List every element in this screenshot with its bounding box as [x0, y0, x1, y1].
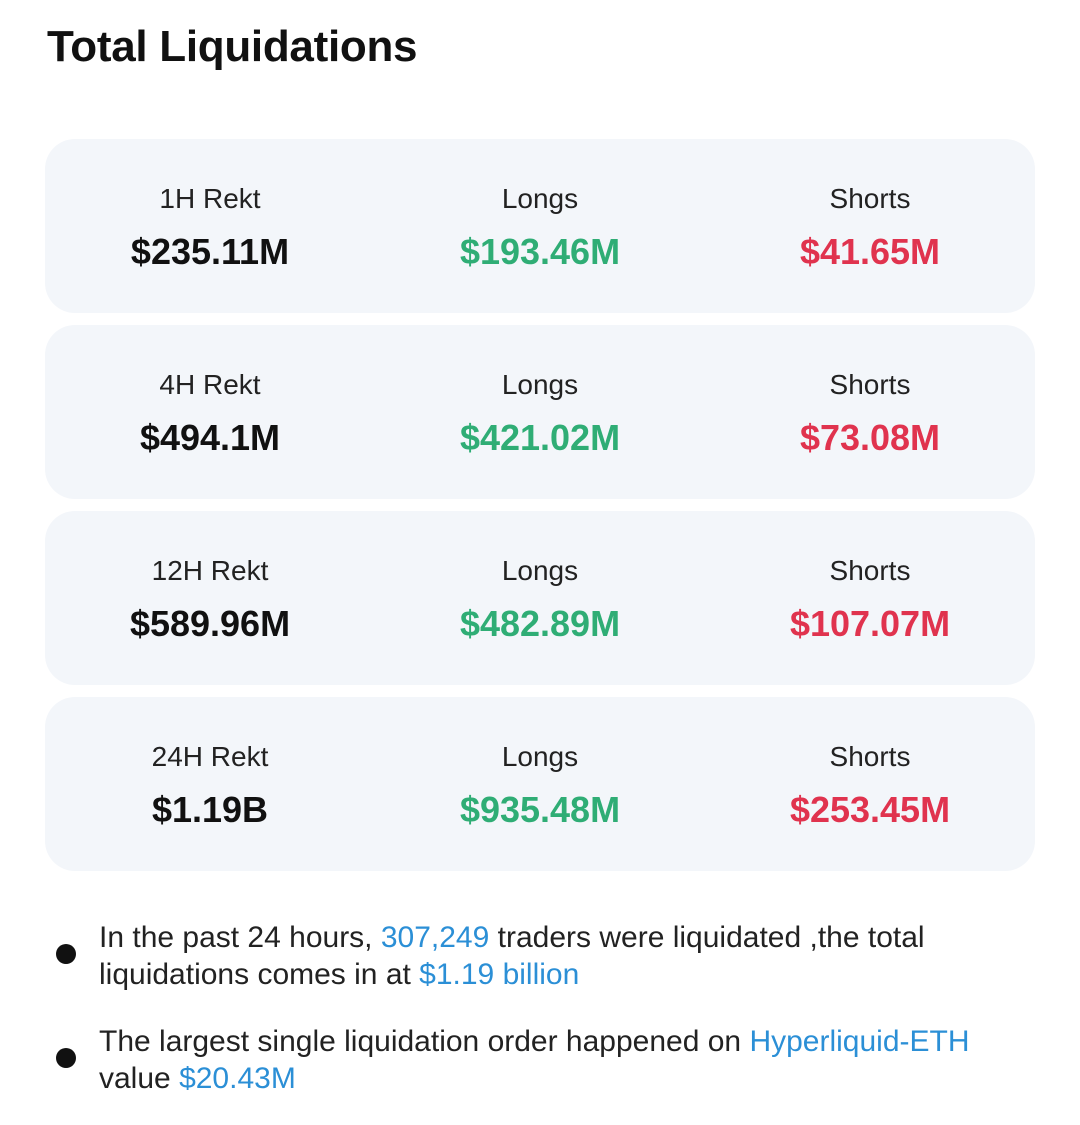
traders-count-link[interactable]: 307,249	[380, 921, 490, 954]
rekt-total-value: $1.19B	[151, 789, 269, 830]
shorts-label: Shorts	[829, 741, 911, 772]
longs-value: $193.46M	[459, 231, 621, 272]
bullet-dot-icon	[56, 944, 76, 964]
longs-label: Longs	[501, 183, 579, 214]
shorts-label: Shorts	[829, 183, 911, 214]
summary-text: The largest single liquidation order hap…	[99, 1025, 750, 1058]
shorts-label: Shorts	[829, 555, 911, 586]
page-title: Total Liquidations	[47, 22, 418, 71]
liquidation-card-4h: 4H Rekt $494.1M Longs $421.02M Shorts $7…	[45, 325, 1035, 499]
market-link[interactable]: Hyperliquid-ETH	[749, 1025, 970, 1058]
liquidation-card-24h: 24H Rekt $1.19B Longs $935.48M Shorts $2…	[45, 697, 1035, 871]
summary-largest-order: The largest single liquidation order hap…	[99, 1023, 1039, 1097]
total-amount-link[interactable]: $1.19 billion	[419, 958, 580, 991]
rekt-label: 24H Rekt	[151, 741, 269, 772]
bullet-dot-icon	[56, 1048, 76, 1068]
summary-text: traders were liquidated ,the total liqui…	[99, 921, 925, 991]
summary-traders-liquidated: In the past 24 hours, 307,249 traders we…	[99, 919, 1039, 993]
shorts-label: Shorts	[829, 369, 911, 400]
longs-label: Longs	[501, 741, 579, 772]
longs-value: $482.89M	[459, 603, 621, 644]
longs-label: Longs	[501, 369, 579, 400]
rekt-total-value: $235.11M	[130, 231, 290, 272]
rekt-label: 4H Rekt	[159, 369, 261, 400]
liquidation-card-12h: 12H Rekt $589.96M Longs $482.89M Shorts …	[45, 511, 1035, 685]
shorts-value: $253.45M	[789, 789, 951, 830]
largest-order-amount-link[interactable]: $20.43M	[179, 1062, 296, 1095]
liquidation-card-1h: 1H Rekt $235.11M Longs $193.46M Shorts $…	[45, 139, 1035, 313]
summary-text: In the past 24 hours,	[99, 921, 381, 954]
longs-value: $935.48M	[459, 789, 621, 830]
rekt-total-value: $494.1M	[139, 417, 281, 458]
shorts-value: $41.65M	[799, 231, 941, 272]
shorts-value: $73.08M	[799, 417, 941, 458]
summary-text: value	[99, 1062, 180, 1095]
shorts-value: $107.07M	[789, 603, 951, 644]
rekt-label: 12H Rekt	[151, 555, 269, 586]
longs-label: Longs	[501, 555, 579, 586]
longs-value: $421.02M	[459, 417, 621, 458]
rekt-label: 1H Rekt	[159, 183, 261, 214]
rekt-total-value: $589.96M	[129, 603, 291, 644]
